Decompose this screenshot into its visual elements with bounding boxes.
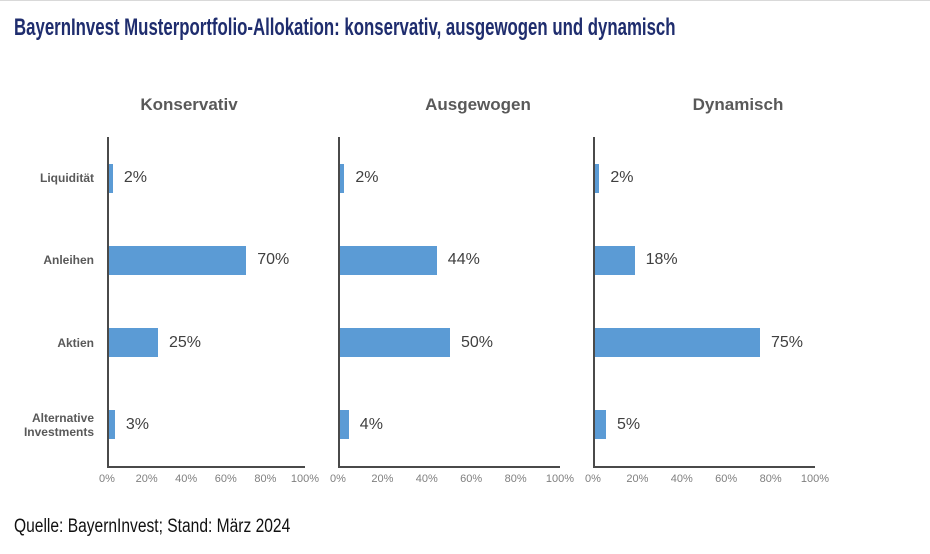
- bar-value-label: 2%: [355, 169, 379, 187]
- x-tick-label: 20%: [135, 473, 158, 485]
- x-axis-ticks-dynamisch: 0% 20% 40% 60% 80% 100%: [585, 473, 829, 489]
- bar-3: [340, 410, 349, 440]
- bar-0: [109, 163, 113, 193]
- plot-area-dynamisch: 2% 18% 75% 5%: [593, 137, 815, 468]
- bar-value-label: 2%: [123, 169, 148, 187]
- bar-0: [595, 163, 600, 193]
- category-axis-labels: Liquidität Anleihen Aktien Alternative Inve…: [14, 137, 107, 468]
- bar-value-label: 18%: [645, 251, 678, 269]
- x-tick-label: 60%: [460, 473, 483, 485]
- chart-body: Liquidität Anleihen Aktien Alternative Inve…: [14, 137, 319, 489]
- category-label-3: Alternative Investments: [23, 410, 94, 439]
- x-tick-label: 80%: [254, 473, 277, 485]
- bar-row-3: 3%: [109, 384, 305, 466]
- bar-value-label: 4%: [359, 415, 383, 433]
- x-tick-label: 100%: [290, 473, 320, 485]
- chart-dynamisch: Dynamisch 2% 18% 75% 5% 0% 20% 40% 60% 80% 100%: [585, 95, 829, 489]
- chart-subtitle-konservativ: Konservativ: [140, 95, 238, 114]
- bar-3: [109, 410, 115, 440]
- x-tick-label: 0%: [330, 473, 346, 485]
- bar-3: [595, 410, 606, 440]
- x-tick-label: 20%: [371, 473, 394, 485]
- bar-value-label: 3%: [125, 415, 149, 433]
- bar-value-label: 2%: [610, 169, 634, 187]
- source-note: Quelle: BayernInvest; Stand: März 2024: [14, 516, 930, 538]
- plot-wrap: 2% 18% 75% 5% 0% 20% 40% 60% 80% 100%: [585, 137, 829, 489]
- bar-1: [595, 245, 635, 275]
- source-note-text: Quelle: BayernInvest; Stand: März 2024: [14, 516, 291, 537]
- bar-row-2: 75%: [595, 302, 815, 384]
- category-label-2: Aktien: [57, 335, 94, 350]
- bar-value-label: 25%: [169, 333, 202, 351]
- bar-row-0: 2%: [109, 137, 305, 219]
- x-axis-ticks-konservativ: 0% 20% 40% 60% 80% 100%: [99, 473, 319, 489]
- chart-body: 2% 18% 75% 5% 0% 20% 40% 60% 80% 100%: [585, 137, 829, 489]
- category-label-1: Anleihen: [43, 253, 94, 268]
- chart-konservativ: Konservativ Liquidität Anleihen Aktien Alte…: [14, 95, 319, 489]
- x-tick-label: 40%: [415, 473, 438, 485]
- bar-1: [340, 245, 437, 275]
- bar-row-2: 50%: [340, 302, 560, 384]
- bar-1: [109, 245, 247, 275]
- x-tick-label: 20%: [626, 473, 649, 485]
- bar-2: [595, 328, 760, 358]
- chart-subtitle-ausgewogen: Ausgewogen: [425, 95, 531, 114]
- page-title-text: BayernInvest Musterportfolio-Allokation:…: [14, 14, 676, 41]
- x-tick-label: 0%: [99, 473, 115, 485]
- bar-row-1: 44%: [340, 219, 560, 301]
- bar-row-2: 25%: [109, 302, 305, 384]
- bar-2: [109, 328, 158, 358]
- bar-row-3: 4%: [340, 384, 560, 466]
- category-label-0: Liquidität: [40, 171, 94, 186]
- x-tick-label: 80%: [504, 473, 527, 485]
- chart-ausgewogen: Ausgewogen 2% 44% 50% 4% 0% 20% 40% 60% 80% 100%: [330, 95, 574, 489]
- plot-area-ausgewogen: 2% 44% 50% 4%: [338, 137, 560, 468]
- charts-row: Konservativ Liquidität Anleihen Aktien Alte…: [0, 95, 930, 489]
- bar-row-0: 2%: [595, 137, 815, 219]
- bar-row-3: 5%: [595, 384, 815, 466]
- x-axis-ticks-ausgewogen: 0% 20% 40% 60% 80% 100%: [330, 473, 574, 489]
- bar-2: [340, 328, 450, 358]
- plot-wrap: 2% 44% 50% 4% 0% 20% 40% 60% 80% 100%: [330, 137, 574, 489]
- x-tick-label: 60%: [715, 473, 738, 485]
- chart-subtitle-dynamisch: Dynamisch: [692, 95, 784, 114]
- x-tick-label: 40%: [175, 473, 198, 485]
- page-title: BayernInvest Musterportfolio-Allokation:…: [14, 14, 930, 42]
- chart-body: 2% 44% 50% 4% 0% 20% 40% 60% 80% 100%: [330, 137, 574, 489]
- bar-value-label: 50%: [461, 333, 494, 351]
- x-tick-label: 40%: [670, 473, 693, 485]
- x-tick-label: 60%: [214, 473, 237, 485]
- x-tick-label: 100%: [800, 473, 830, 485]
- x-tick-label: 80%: [759, 473, 782, 485]
- bar-row-1: 70%: [109, 219, 305, 301]
- bar-row-1: 18%: [595, 219, 815, 301]
- x-tick-label: 0%: [585, 473, 601, 485]
- bar-value-label: 5%: [617, 415, 641, 433]
- bar-0: [340, 163, 345, 193]
- bar-row-0: 2%: [340, 137, 560, 219]
- bar-value-label: 70%: [257, 251, 290, 269]
- plot-wrap: 2% 70% 25% 3% 0% 20% 40% 60% 80% 100%: [99, 137, 319, 489]
- x-tick-label: 100%: [545, 473, 575, 485]
- plot-area-konservativ: 2% 70% 25% 3%: [107, 137, 305, 468]
- bar-value-label: 75%: [771, 333, 804, 351]
- bar-value-label: 44%: [447, 251, 480, 269]
